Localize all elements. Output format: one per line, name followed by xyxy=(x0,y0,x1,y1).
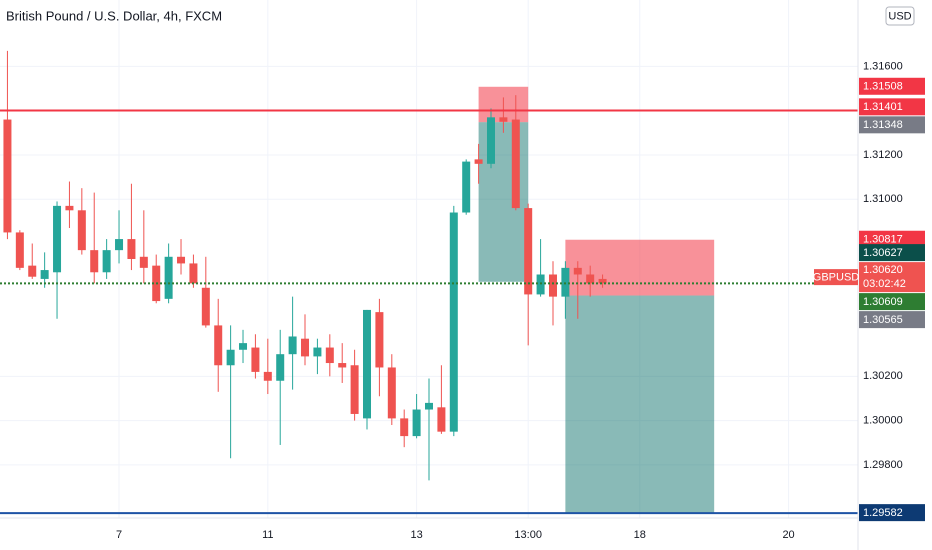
candle-body xyxy=(511,119,520,209)
candle-body xyxy=(177,256,186,264)
symbol-tag-bg xyxy=(814,269,858,286)
candle-body xyxy=(28,265,37,277)
x-tick-label: 7 xyxy=(116,529,122,541)
candle-body xyxy=(325,347,334,364)
candle-body xyxy=(263,371,272,381)
y-tick-label: 1.30000 xyxy=(863,415,903,427)
candle-body xyxy=(214,325,223,366)
candle-body xyxy=(288,336,297,355)
price-label: 1.31401 xyxy=(863,101,903,113)
candle-body xyxy=(363,309,372,419)
candle-body xyxy=(449,212,458,432)
x-tick-label: 13:00 xyxy=(514,529,542,541)
price-label-bg xyxy=(859,311,925,329)
x-tick-label: 11 xyxy=(262,529,273,541)
price-label: 1.30817 xyxy=(863,234,903,246)
candle-body xyxy=(201,287,210,326)
price-label: 1.29582 xyxy=(863,507,903,519)
candle-body xyxy=(425,402,433,410)
price-label-bg xyxy=(859,244,925,262)
candle-body xyxy=(338,363,347,368)
candle-body xyxy=(536,274,545,295)
countdown: 03:02:42 xyxy=(863,278,906,290)
x-tick-label: 18 xyxy=(634,529,646,541)
y-tick-label: 1.31000 xyxy=(863,193,903,205)
candle-body xyxy=(387,367,396,419)
candle-body xyxy=(313,347,322,357)
y-tick-label: 1.31600 xyxy=(863,60,903,72)
candle-body xyxy=(251,347,260,372)
candle-body xyxy=(499,117,508,122)
currency[interactable]: USD xyxy=(888,10,911,22)
currency-button[interactable] xyxy=(885,6,915,26)
x-tick-label: 13 xyxy=(410,529,422,541)
stop-zone xyxy=(565,239,715,296)
candle-body xyxy=(437,407,446,432)
target-zone xyxy=(565,295,715,514)
candle-body xyxy=(15,232,24,268)
candle-body xyxy=(586,274,595,284)
candle-body xyxy=(40,270,49,279)
candle-body xyxy=(474,159,483,164)
price-label-bg xyxy=(859,77,925,95)
candle-body xyxy=(486,117,495,164)
price-label-bg xyxy=(859,230,925,248)
price-label-bg xyxy=(859,504,925,522)
candle-body xyxy=(102,250,111,273)
candle-body xyxy=(164,256,173,299)
y-tick-label: 1.29800 xyxy=(863,459,903,471)
candle-body xyxy=(226,349,235,366)
target-zone xyxy=(478,122,529,282)
candle-body xyxy=(375,312,384,368)
candle-body xyxy=(548,274,557,297)
last-price-bg xyxy=(859,262,925,293)
last-price: 1.30620 xyxy=(863,264,903,276)
candle-body xyxy=(598,278,607,284)
price-label: 1.31508 xyxy=(863,81,903,93)
candle-body xyxy=(301,338,310,357)
price-label-bg xyxy=(859,293,925,311)
x-tick-label: 20 xyxy=(782,529,794,541)
candle-body xyxy=(65,205,74,211)
candle-body xyxy=(412,409,421,437)
price-label: 1.30609 xyxy=(863,296,903,308)
price-label: 1.31348 xyxy=(863,119,903,131)
price-label: 1.30565 xyxy=(863,314,903,326)
candle-body xyxy=(3,119,12,233)
candle-body xyxy=(90,250,99,273)
price-label-bg xyxy=(859,98,925,116)
y-tick-label: 1.31200 xyxy=(863,149,903,161)
candle-body xyxy=(573,267,582,275)
candle-body xyxy=(127,239,136,259)
candle-body xyxy=(350,365,359,414)
candle-body xyxy=(524,208,533,295)
candle-body xyxy=(189,263,198,284)
candle-body xyxy=(77,210,86,251)
candle-body xyxy=(53,205,62,273)
chart-title: British Pound / U.S. Dollar, 4h, FXCM xyxy=(6,8,222,23)
candle-body xyxy=(115,239,124,251)
candle-body xyxy=(400,418,409,437)
candle-body xyxy=(239,343,248,350)
price-label: 1.30627 xyxy=(863,247,903,259)
candle-body xyxy=(462,161,471,213)
candle-body xyxy=(561,267,570,297)
symbol-tag: GBPUSD xyxy=(813,272,860,284)
candle-body xyxy=(139,256,148,268)
y-tick-label: 1.30200 xyxy=(863,370,903,382)
price-label-bg xyxy=(859,116,925,134)
candle-body xyxy=(276,354,285,381)
